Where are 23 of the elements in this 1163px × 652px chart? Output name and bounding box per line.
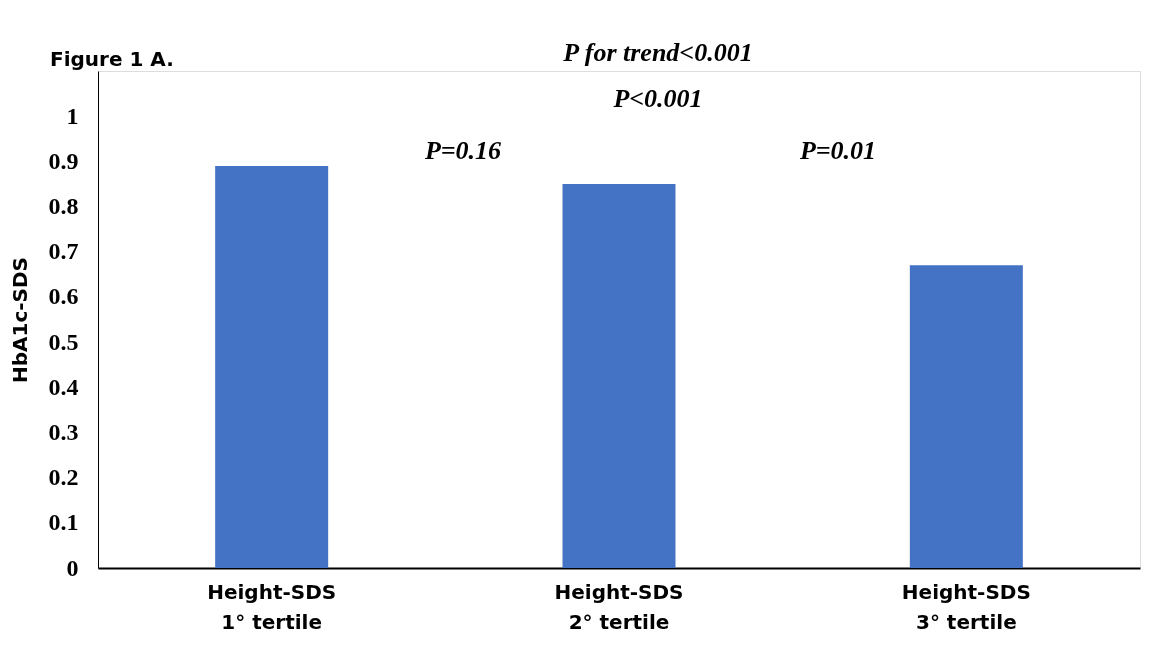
x-tick-label: Height-SDS 2° tertile <box>554 579 684 634</box>
annotation: P=0.16 <box>423 136 502 165</box>
y-tick-label: 0.2 <box>48 464 79 491</box>
y-tick-label: 0.7 <box>48 238 79 265</box>
y-tick-label: 0.9 <box>48 147 79 174</box>
y-tick-label: 0.4 <box>48 373 79 400</box>
bar <box>909 265 1023 568</box>
y-tick-label: 1 <box>66 102 79 129</box>
x-tick-label: Height-SDS 1° tertile <box>207 579 337 634</box>
annotation: P=0.01 <box>798 136 877 165</box>
bar <box>562 183 676 568</box>
bar <box>215 165 329 568</box>
y-tick-label: 0 <box>66 554 79 581</box>
y-tick-label: 0.5 <box>48 328 79 355</box>
annotation: P<0.001 <box>612 84 703 113</box>
y-tick-label: 0.3 <box>48 418 79 445</box>
y-tick-label: 0.6 <box>48 283 79 310</box>
text: P for trend<0.001 <box>562 38 753 67</box>
chart-title: Figure 1 A. <box>50 47 174 71</box>
x-tick-label: Height-SDS 3° tertile <box>901 579 1031 634</box>
y-tick-label: 0.1 <box>48 509 79 536</box>
y-tick-label: 0.8 <box>48 193 79 220</box>
y-axis-title: HbA1c-SDS <box>7 256 32 384</box>
